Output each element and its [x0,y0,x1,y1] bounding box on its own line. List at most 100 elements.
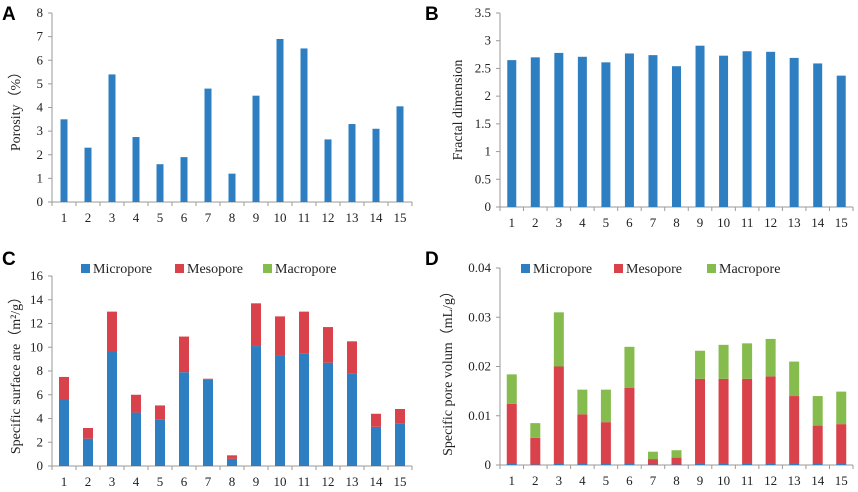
panel-a-bar [60,119,68,202]
panel-a-x-tick-label: 15 [394,210,407,225]
panel-d-x-tick-label: 8 [673,473,680,488]
panel-a-bar [300,48,308,202]
panel-c-ylabel: Specific surface are（m²/g） [8,290,24,454]
panel-d-x-tick-label: 7 [650,473,657,488]
panel-b-bar [624,53,634,207]
panel-a-x-tick-label: 10 [274,210,287,225]
panel-d-bar-micropore [765,463,776,465]
legend-swatch-mesopore [175,264,184,273]
panel-b: B Fractal dimension 00.511.522.533.51 2 3 4… [425,4,854,230]
panel-c-x-tick-label: 1 [61,474,68,489]
panel-c-y-tick-label: 2 [37,434,44,449]
panel-d-bar-macropore [671,450,682,458]
panel-d-bar-mesopore [530,437,541,465]
panel-b-label: B [425,4,439,25]
panel-b-x-tick-label: 1 [509,215,516,230]
panel-d-bar-mesopore [506,403,517,464]
panel-a-x-tick-label: 9 [253,210,260,225]
legend-label-micropore: Micropore [533,262,592,277]
panel-d-bar-mesopore [577,414,588,465]
panel-a-y-tick-label: 2 [37,147,44,162]
panel-a-x-tick-label: 11 [298,210,311,225]
panel-c-y-tick-label: 6 [37,387,44,402]
panel-d-bar-micropore [506,463,517,465]
panel-a-bar [396,106,404,202]
panel-d-x-tick-label: 2 [532,473,539,488]
panel-b-bar [813,63,823,207]
panel-a-bar [372,128,380,202]
panel-c-bar-mesopore [227,455,237,459]
panel-c-x-tick-label: 5 [157,474,164,489]
panel-d-bar-micropore [695,463,706,465]
panel-d-bar-micropore [600,464,611,465]
panel-c-bar-micropore [59,399,69,466]
panel-a-x-tick-label: 7 [205,210,212,225]
panel-c-x-tick-label: 15 [394,474,407,489]
panel-c-legend: Micropore Mesopore Macropore [81,262,336,277]
panel-d-bar-mesopore [671,457,682,465]
panel-d-bar-mesopore [600,422,611,465]
panel-a-bar [204,88,212,202]
panel-c-label: C [2,249,16,270]
panel-a-x-tick-label: 8 [229,210,236,225]
panel-b-y-tick-label: 0.5 [475,171,491,186]
panel-d-x-tick-label: 15 [835,473,848,488]
panel-b-bar [836,75,846,208]
panel-d-bar-macropore [836,391,847,425]
panel-c-bar-micropore [299,353,309,466]
panel-d-y-tick-label: 0.03 [468,309,491,324]
panel-d-x-tick-label: 12 [764,473,777,488]
panel-d-x-tick-label: 5 [603,473,610,488]
panel-c-y-tick-label: 0 [37,458,44,473]
panel-d-ylabel: Specific pore volum（mL/g） [440,284,456,456]
panel-c-bar-mesopore [107,311,117,352]
panel-d-x-tick-label: 14 [811,473,825,488]
panel-c-bar-micropore [83,438,93,466]
panel-d-bar-macropore [695,350,706,379]
panel-a-x-tick-label: 3 [109,210,116,225]
panel-b-x-tick-label: 4 [579,215,586,230]
panel-b-bar [648,55,658,207]
panel-c-bar-micropore [323,362,333,466]
panel-c-y-tick-label: 12 [30,316,43,331]
panel-d-bar-micropore [812,464,823,465]
panel-b-x-tick-label: 5 [603,215,610,230]
panel-d-x-tick-label: 11 [741,473,754,488]
panel-b-bar [766,51,776,207]
panel-c-bar-mesopore [83,428,93,439]
panel-d-bar-mesopore [718,378,729,464]
panel-a-bar [324,139,332,202]
legend-swatch-micropore [521,264,530,273]
panel-b-bar [530,57,540,207]
panel-c-x-tick-label: 12 [322,474,335,489]
panel-c-bar-mesopore [275,316,285,356]
panel-b-x-tick-label: 13 [788,215,801,230]
panel-a-x-tick-label: 14 [370,210,384,225]
legend-label-mesopore: Mesopore [187,262,243,277]
panel-c-y-tick-label: 4 [37,411,44,426]
panel-c-bar-micropore [275,355,285,466]
panel-d-bar-macropore [506,374,517,404]
panel-c-bar-mesopore [299,311,309,354]
panel-c-bar-micropore [203,379,213,466]
panel-b-x-tick-label: 11 [741,215,754,230]
panel-b-bar [789,57,799,208]
panel-d-legend: Micropore Mesopore Macropore [521,262,780,277]
panel-c-x-tick-label: 4 [133,474,140,489]
panel-a-y-tick-label: 7 [37,29,44,44]
panel-b-x-tick-label: 3 [556,215,563,230]
panel-c-x-tick-label: 10 [274,474,287,489]
panel-d-bar-macropore [742,343,753,379]
panel-d-bar-macropore [624,346,635,388]
panel-c-bar-micropore [227,458,237,466]
panel-b-x-tick-label: 14 [811,215,825,230]
panel-a-x-tick-label: 13 [346,210,359,225]
panel-c-y-tick-label: 8 [37,363,44,378]
panel-d-y-tick-label: 0 [485,457,492,472]
panel-d-bar-mesopore [624,387,635,465]
panel-b-y-tick-label: 1.5 [475,116,491,131]
panel-c-x-tick-label: 14 [370,474,384,489]
panel-c-x-tick-label: 2 [85,474,92,489]
panel-a-x-tick-label: 5 [157,210,164,225]
panel-c-bar-mesopore [323,327,333,363]
